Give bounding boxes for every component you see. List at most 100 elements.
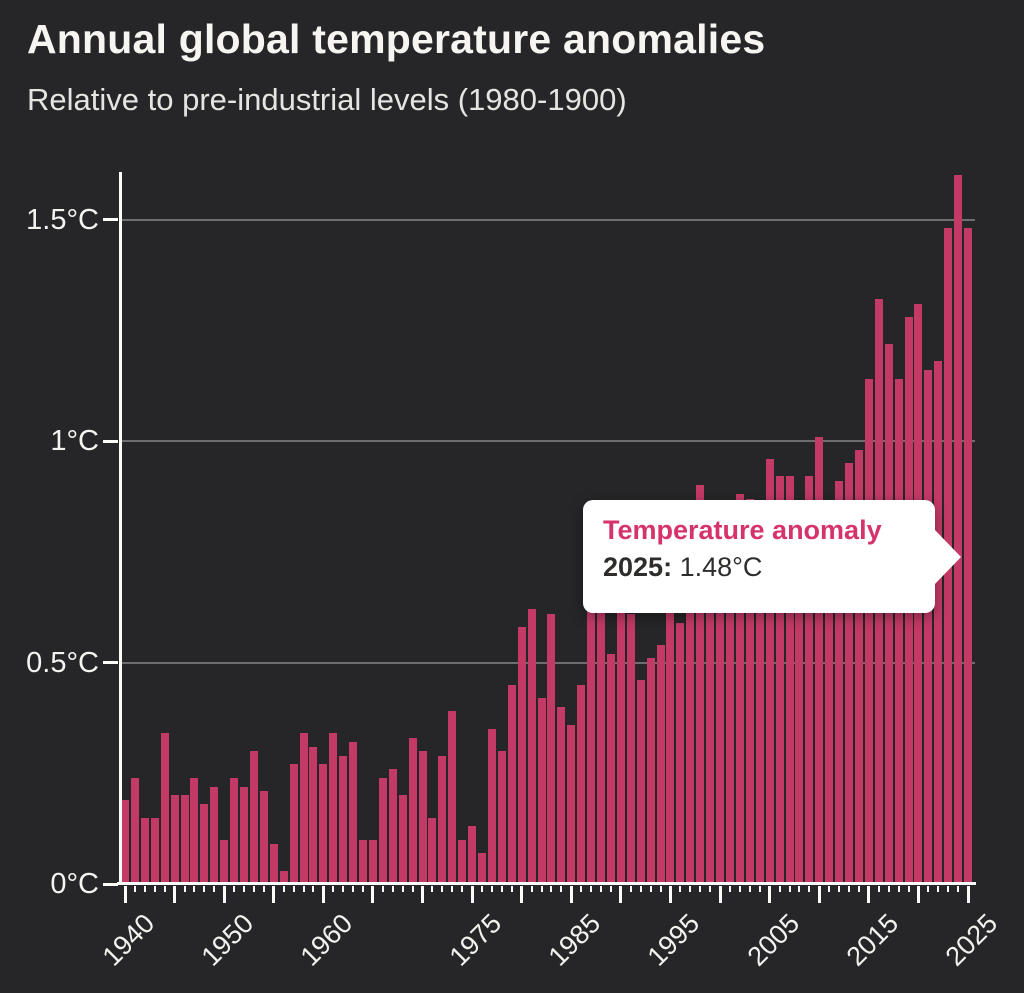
bar-1954[interactable] [259,790,268,885]
bar-1999[interactable] [706,591,715,885]
bar-1948[interactable] [200,804,209,885]
bar-1967[interactable] [388,768,397,885]
x-minor-tick [391,886,394,892]
x-minor-tick [748,886,751,892]
bar-2003[interactable] [745,498,754,885]
bar-2015[interactable] [864,378,873,885]
bar-1988[interactable] [597,609,606,885]
bar-1957[interactable] [289,764,298,885]
bar-2007[interactable] [785,476,794,885]
bar-1996[interactable] [676,622,685,885]
bar-1976[interactable] [478,852,487,885]
x-minor-tick [233,886,236,892]
bar-1982[interactable] [537,697,546,885]
bar-1944[interactable] [160,733,169,885]
bar-1991[interactable] [626,613,635,885]
bar-1950[interactable] [220,839,229,885]
bar-2013[interactable] [845,463,853,885]
x-major-tick [619,886,623,903]
bar-1973[interactable] [448,711,457,885]
x-major-tick [966,886,970,903]
bar-1965[interactable] [368,839,377,885]
bar-1963[interactable] [349,742,358,885]
bar-1975[interactable] [468,826,477,885]
bar-1961[interactable] [329,733,338,885]
x-minor-tick [292,886,295,892]
bar-1983[interactable] [547,613,556,885]
bar-1943[interactable] [150,817,159,885]
bar-1992[interactable] [636,680,645,885]
x-major-tick [569,886,573,903]
bar-1986[interactable] [577,684,586,885]
bar-1941[interactable] [130,777,139,885]
bar-1946[interactable] [180,795,189,885]
bar-1959[interactable] [309,746,318,885]
x-minor-tick [709,886,712,892]
x-major-tick [718,886,722,903]
bar-1995[interactable] [666,591,675,885]
bar-1970[interactable] [418,751,427,885]
bar-1940[interactable] [121,799,129,885]
bar-1955[interactable] [269,844,278,885]
bar-1945[interactable] [170,795,179,885]
x-major-tick [123,886,127,903]
bar-2010[interactable] [815,436,824,885]
bar-1952[interactable] [240,786,249,885]
bar-1974[interactable] [458,839,467,885]
bar-1981[interactable] [527,609,536,885]
bar-1966[interactable] [378,777,387,885]
bar-1994[interactable] [656,644,665,885]
bar-1978[interactable] [497,751,506,885]
y-tick-label: 0°C [50,868,99,900]
y-axis-tick [103,882,118,886]
bar-1960[interactable] [319,764,328,885]
bar-1947[interactable] [190,777,199,885]
bar-1990[interactable] [616,609,625,885]
bar-2011[interactable] [825,538,834,885]
bar-2025[interactable] [964,228,973,885]
bar-1969[interactable] [408,737,417,885]
bar-1993[interactable] [646,658,655,885]
x-axis [117,882,976,885]
bar-1942[interactable] [140,817,149,885]
bar-1949[interactable] [210,786,219,885]
x-minor-tick [738,886,741,892]
bar-1998[interactable] [696,485,705,885]
bar-2000[interactable] [716,591,725,885]
bar-1987[interactable] [587,609,596,885]
bar-2018[interactable] [894,378,903,885]
bar-2009[interactable] [805,476,814,885]
bar-1989[interactable] [606,653,615,885]
bar-1980[interactable] [517,627,526,885]
bar-1972[interactable] [438,755,447,885]
bar-2012[interactable] [835,480,844,885]
bar-2021[interactable] [924,370,933,885]
bar-2008[interactable] [795,534,804,885]
bar-2001[interactable] [725,538,734,885]
bar-1958[interactable] [299,733,308,885]
bar-1997[interactable] [686,565,695,885]
bar-1968[interactable] [398,795,407,885]
bar-2017[interactable] [884,343,893,885]
x-minor-tick [540,886,543,892]
bar-1962[interactable] [339,755,348,885]
bar-1971[interactable] [428,817,437,885]
x-minor-tick [897,886,900,892]
bar-2022[interactable] [934,361,943,885]
bar-2002[interactable] [735,494,744,885]
bar-1964[interactable] [359,839,368,885]
bar-1977[interactable] [487,728,496,885]
bar-1951[interactable] [230,777,239,885]
x-minor-tick [857,886,860,892]
x-tick-label-text: 1975 [443,908,508,972]
bar-1984[interactable] [557,706,566,885]
bar-1953[interactable] [249,751,258,885]
x-major-tick [222,886,226,903]
bar-2006[interactable] [775,476,784,885]
bar-2014[interactable] [854,449,863,885]
bar-2004[interactable] [755,529,764,885]
bar-1956[interactable] [279,870,288,885]
bar-1979[interactable] [507,684,516,885]
bar-2005[interactable] [765,458,774,885]
bar-1985[interactable] [567,724,576,885]
